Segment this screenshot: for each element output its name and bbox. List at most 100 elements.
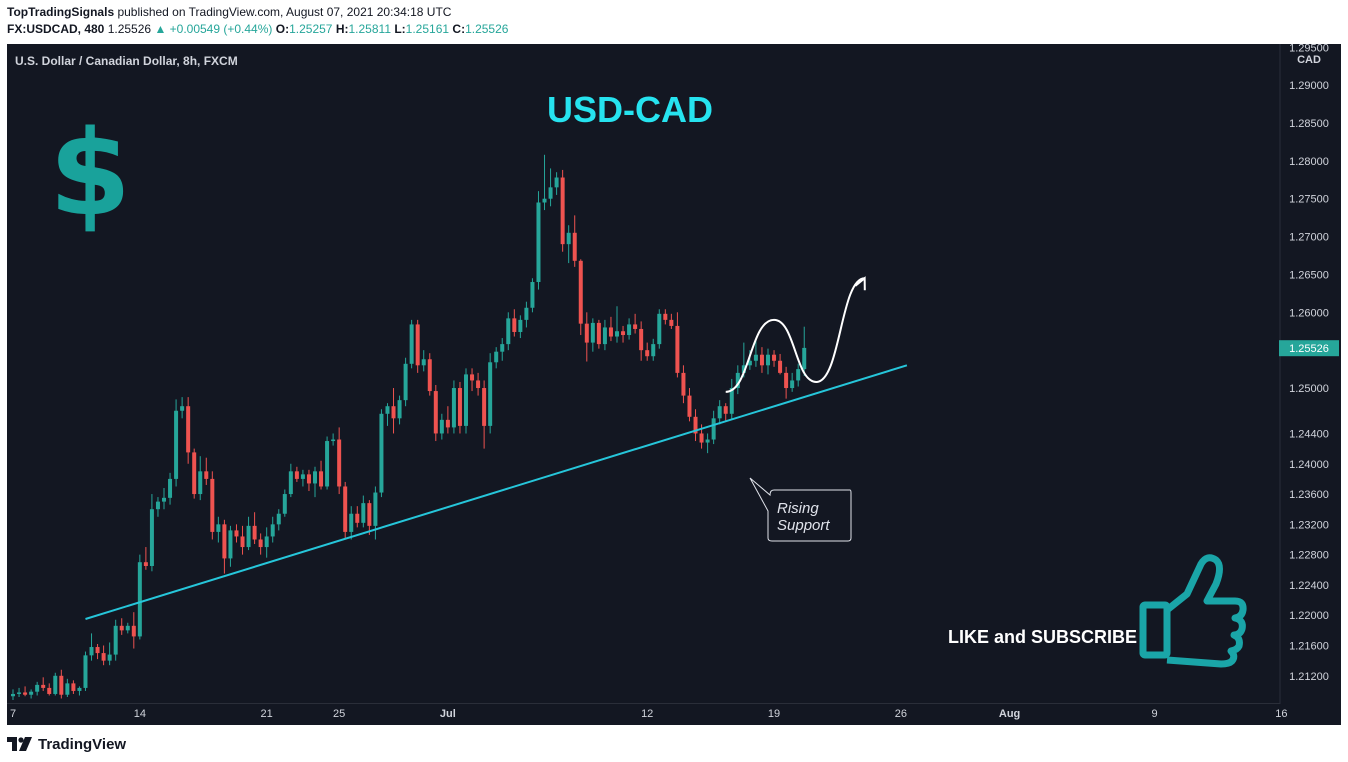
y-tick-label: 1.29500: [1289, 44, 1329, 54]
y-tick-label: 1.23600: [1289, 489, 1329, 501]
candle-body: [367, 503, 372, 526]
dollar-sign-icon: $: [49, 104, 131, 242]
candle-body: [651, 344, 656, 357]
y-tick-label: 1.22000: [1289, 610, 1329, 622]
candle-body: [512, 318, 517, 332]
candle-body: [560, 177, 565, 245]
candle-body: [186, 406, 191, 453]
candle-body: [313, 471, 317, 484]
candle-body: [216, 524, 221, 532]
candle-body: [705, 439, 710, 443]
candle-body: [276, 513, 281, 525]
candle-body: [198, 471, 203, 495]
candle-body: [300, 474, 305, 479]
candle-body: [464, 374, 468, 426]
y-tick-label: 1.22400: [1289, 580, 1329, 592]
y-tick-label: 1.28500: [1289, 118, 1329, 130]
close-label: C:: [452, 22, 466, 36]
y-tick-label: 1.21200: [1289, 671, 1329, 683]
callout-line-2: Support: [777, 517, 830, 534]
candle-body: [494, 351, 499, 363]
candle-body: [174, 410, 179, 479]
candle-body: [47, 687, 52, 694]
candle-body: [361, 503, 366, 523]
candle-body: [488, 362, 493, 426]
y-tick-label: 1.29000: [1289, 80, 1329, 92]
candle-body: [759, 354, 764, 366]
candle-body: [729, 388, 734, 414]
candle-body: [784, 372, 789, 389]
author-name[interactable]: TopTradingSignals: [7, 5, 115, 19]
candle-body: [687, 395, 692, 417]
open-value: 1.25257: [289, 22, 333, 36]
candle-body: [741, 365, 746, 373]
candle-body: [325, 441, 330, 487]
candle-body: [143, 562, 148, 566]
y-axis: CAD 1.29500 1.29000 1.28500 1.28000 1.27500 1…: [1279, 44, 1329, 704]
tradingview-brand[interactable]: TradingView: [7, 734, 126, 754]
candle-body: [222, 524, 227, 559]
candle-body: [675, 325, 680, 373]
current-price-label: 1.25526: [1289, 343, 1329, 355]
candle-body: [155, 501, 160, 510]
candle-body: [542, 198, 547, 203]
x-tick-label: 9: [1151, 708, 1157, 720]
thumbs-up-icon: [1139, 554, 1247, 668]
candle-body: [711, 418, 716, 440]
candle-body: [228, 530, 233, 559]
candle-body: [802, 347, 807, 370]
symbol-info: FX:USDCAD, 480: [7, 22, 105, 36]
candle-body: [391, 406, 396, 419]
y-tick-label: 1.24400: [1289, 428, 1329, 440]
overlay-title: USD-CAD: [547, 89, 713, 130]
chart-panel[interactable]: U.S. Dollar / Canadian Dollar, 8h, FXCM …: [7, 44, 1341, 725]
projection-curve: [725, 277, 865, 393]
candle-body: [337, 439, 342, 487]
candle-body: [445, 419, 450, 428]
chart-title: U.S. Dollar / Canadian Dollar, 8h, FXCM: [15, 54, 238, 68]
candle-body: [355, 513, 360, 523]
candle-body: [385, 406, 390, 414]
candle-body: [89, 647, 94, 656]
price-axis-currency: CAD: [1297, 54, 1321, 66]
publish-info: TopTradingSignals published on TradingVi…: [7, 5, 451, 19]
y-tick-label: 1.27500: [1289, 194, 1329, 206]
published-text: published on TradingView.com, August 07,…: [114, 5, 452, 19]
y-tick-label: 1.25000: [1289, 383, 1329, 395]
candle-body: [23, 692, 28, 695]
candle-body: [766, 354, 770, 366]
candlestick-chart[interactable]: U.S. Dollar / Canadian Dollar, 8h, FXCM …: [7, 44, 1341, 725]
candle-body: [693, 416, 698, 434]
x-axis: 7142125Jul121926Aug91623: [7, 703, 1288, 720]
y-tick-label: 1.28000: [1289, 156, 1329, 168]
low-value: 1.25161: [405, 22, 450, 36]
candle-body: [772, 354, 777, 361]
candle-body: [548, 187, 553, 199]
candle-body: [101, 653, 106, 661]
candle-body: [210, 478, 215, 532]
candle-body: [621, 331, 626, 336]
candle-body: [264, 536, 269, 548]
y-tick-label: 1.26500: [1289, 269, 1329, 281]
candle-body: [596, 322, 601, 345]
x-tick-label: 14: [134, 708, 146, 720]
candle-body: [107, 654, 112, 661]
candle-body: [192, 452, 197, 495]
candle-body: [439, 419, 444, 434]
candle-body: [536, 202, 541, 283]
candle-body: [470, 374, 475, 381]
candle-body: [796, 369, 801, 381]
x-tick-label: 7: [10, 708, 16, 720]
candle-body: [234, 530, 239, 537]
candle-body: [59, 675, 64, 695]
close-value: 1.25526: [465, 22, 509, 36]
last-price: 1.25526: [107, 22, 152, 36]
candle-body: [451, 388, 456, 428]
candle-body: [572, 232, 577, 261]
candle-body: [747, 360, 752, 366]
candle-body: [17, 692, 22, 694]
candle-body: [790, 380, 795, 389]
ohlc-line: FX:USDCAD, 480 1.25526 ▲ +0.00549 (+0.44…: [7, 22, 508, 36]
candle-body: [270, 524, 275, 537]
candle-body: [11, 693, 15, 697]
